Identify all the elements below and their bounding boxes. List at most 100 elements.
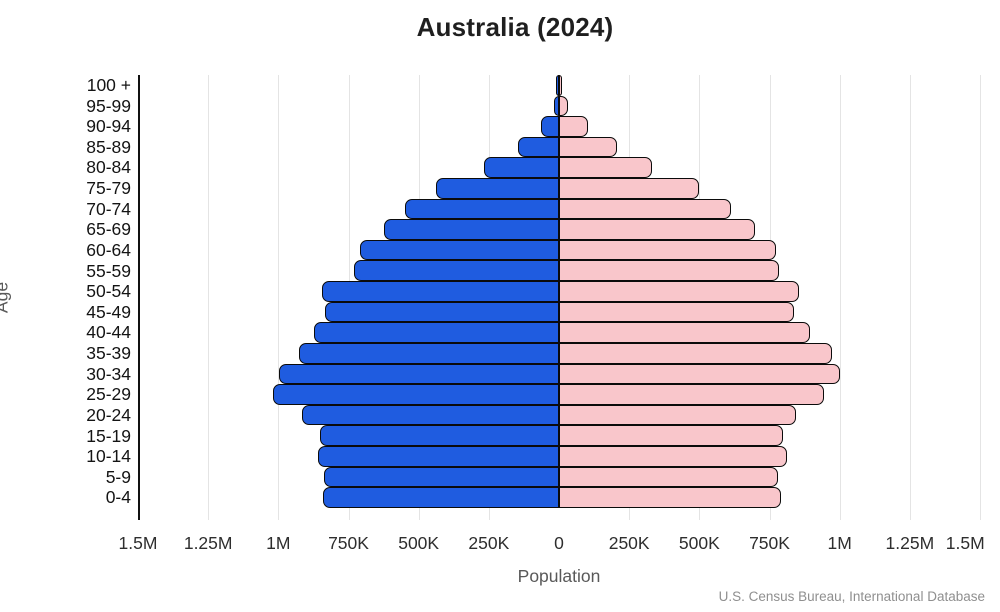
male-half [138, 116, 559, 137]
bar-male-80-84 [483, 157, 559, 179]
x-tick-6-0: 0 [554, 533, 564, 553]
x-tick-9-750k: 750K [749, 533, 790, 553]
female-half [559, 301, 980, 323]
gridline [909, 75, 911, 520]
bar-male-65-69 [383, 219, 559, 240]
male-half [138, 301, 559, 323]
pyramid-row-65-69 [138, 219, 980, 240]
age-label-40-44: 40-44 [86, 322, 131, 343]
female-half [559, 466, 980, 488]
female-half [559, 342, 980, 364]
male-half [138, 322, 559, 343]
male-half [138, 75, 559, 96]
bar-male-90-94 [540, 116, 559, 137]
bar-female-45-49 [559, 301, 794, 323]
male-half [138, 404, 559, 426]
pyramid-row-85-89 [138, 136, 980, 158]
bar-male-45-49 [324, 301, 559, 323]
age-label-75-79: 75-79 [86, 178, 131, 199]
bar-female-5-9 [559, 466, 778, 488]
male-half [138, 363, 559, 385]
female-half [559, 487, 980, 508]
pyramid-row-80-84 [138, 157, 980, 179]
bar-female-80-84 [559, 157, 653, 179]
x-axis-title: Population [517, 566, 601, 586]
age-label-35-39: 35-39 [86, 343, 131, 364]
x-tick-8-500k: 500K [678, 533, 720, 553]
pyramid-row-45-49 [138, 301, 980, 323]
bar-female-30-34 [559, 363, 841, 385]
age-label-60-64: 60-64 [86, 239, 131, 260]
age-label-65-69: 65-69 [86, 219, 131, 240]
age-label-0-4: 0-4 [105, 487, 131, 508]
age-label-90-94: 90-94 [86, 116, 131, 137]
age-label-25-29: 25-29 [86, 384, 131, 405]
bar-male-30-34 [278, 363, 559, 385]
bar-female-25-29 [559, 384, 824, 405]
male-half [138, 260, 559, 282]
pyramid-row-100+ [138, 75, 980, 96]
bar-male-60-64 [360, 239, 559, 261]
female-half [559, 95, 980, 117]
y-axis-line [138, 75, 140, 520]
female-half [559, 136, 980, 158]
bar-male-100+ [555, 75, 559, 96]
bar-male-40-44 [313, 322, 559, 343]
gridline [980, 75, 981, 520]
bar-female-75-79 [559, 178, 700, 199]
bar-female-20-24 [559, 404, 796, 426]
bar-male-5-9 [323, 466, 559, 488]
bar-male-75-79 [435, 178, 559, 199]
male-half [138, 95, 559, 117]
bar-male-70-74 [405, 198, 559, 220]
age-label-30-34: 30-34 [86, 363, 131, 384]
age-label-50-54: 50-54 [86, 281, 131, 302]
female-half [559, 116, 980, 137]
x-axis-tick-labels: 1.5M 1.25M 1M 750K 500K 250K 0 250K 500K 750K 1M 1.… [119, 533, 985, 557]
pyramid-row-5-9 [138, 466, 980, 488]
pyramid-row-50-54 [138, 281, 980, 302]
x-tick-12-1.5m: 1.5M [945, 533, 985, 553]
male-half [138, 466, 559, 488]
bar-female-55-59 [559, 260, 779, 282]
x-tick-5-250k: 250K [468, 533, 510, 553]
gridline [278, 75, 280, 520]
x-tick-4-500k: 500K [398, 533, 440, 553]
male-half [138, 425, 559, 446]
bar-female-70-74 [559, 198, 731, 220]
x-tick-10-1m: 1M [827, 533, 852, 553]
female-half [559, 198, 980, 220]
male-half [138, 342, 559, 364]
pyramid-row-60-64 [138, 239, 980, 261]
pyramid-row-0-4 [138, 487, 980, 508]
age-label-70-74: 70-74 [86, 198, 131, 219]
age-label-10-14: 10-14 [86, 446, 131, 467]
plot-area [138, 75, 981, 520]
male-half [138, 239, 559, 261]
pyramid-row-90-94 [138, 116, 980, 137]
age-label-45-49: 45-49 [86, 301, 131, 322]
pyramid-row-75-79 [138, 178, 980, 199]
bar-male-20-24 [301, 404, 559, 426]
female-half [559, 239, 980, 261]
age-label-85-89: 85-89 [86, 136, 131, 157]
x-tick-3-750k: 750K [328, 533, 369, 553]
bar-female-0-4 [559, 487, 781, 508]
male-half [138, 198, 559, 220]
bar-female-40-44 [559, 322, 811, 343]
bar-female-100+ [559, 75, 563, 96]
bar-female-35-39 [559, 342, 832, 364]
gridline [839, 75, 841, 520]
age-label-95-99: 95-99 [86, 95, 131, 116]
age-label-20-24: 20-24 [86, 404, 131, 425]
female-half [559, 178, 980, 199]
male-half [138, 445, 559, 467]
age-label-55-59: 55-59 [86, 260, 131, 281]
male-half [138, 281, 559, 302]
female-half [559, 404, 980, 426]
gridline [208, 75, 210, 520]
male-half [138, 219, 559, 240]
x-tick-2-1m: 1M [266, 533, 291, 553]
pyramid-row-55-59 [138, 260, 980, 282]
